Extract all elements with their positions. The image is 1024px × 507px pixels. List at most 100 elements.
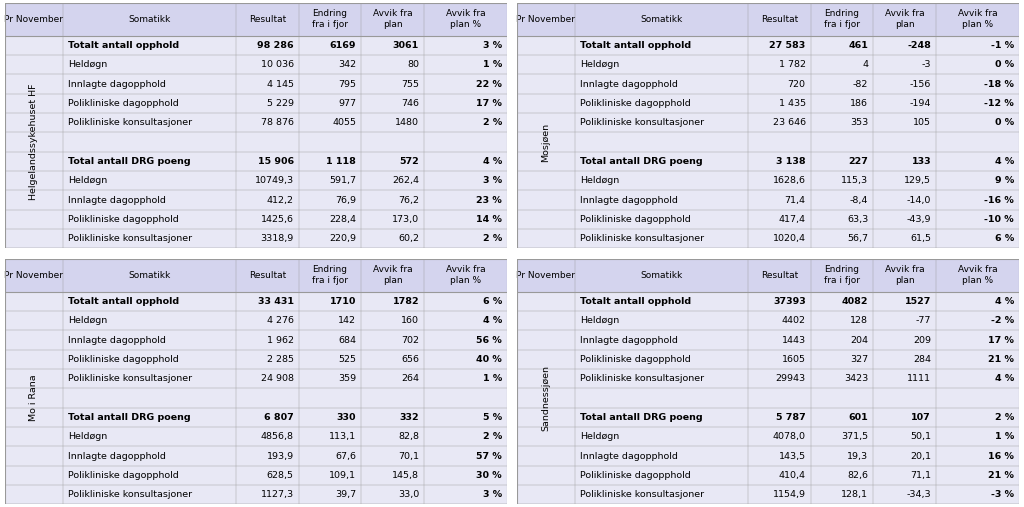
Text: 21 %: 21 % <box>988 471 1014 480</box>
Text: Total antall DRG poeng: Total antall DRG poeng <box>580 157 702 166</box>
Text: 14 %: 14 % <box>476 215 502 224</box>
Text: 23 %: 23 % <box>476 196 502 205</box>
Text: Helgelandssykehuset HF: Helgelandssykehuset HF <box>30 84 39 200</box>
Text: Pr November: Pr November <box>4 271 63 280</box>
Text: 977: 977 <box>338 99 356 108</box>
Text: 60,2: 60,2 <box>398 234 419 243</box>
Text: 4 145: 4 145 <box>266 80 294 89</box>
Bar <box>517 311 1019 331</box>
Text: 98 286: 98 286 <box>257 41 294 50</box>
Text: 795: 795 <box>338 80 356 89</box>
Text: 16 %: 16 % <box>988 452 1014 461</box>
Text: 3 %: 3 % <box>482 490 502 499</box>
Text: 40 %: 40 % <box>476 355 502 364</box>
Bar <box>5 292 507 311</box>
Text: Polikliniske dagopphold: Polikliniske dagopphold <box>580 99 690 108</box>
Text: 129,5: 129,5 <box>904 176 931 185</box>
Bar <box>5 132 507 152</box>
Text: Innlagte dagopphold: Innlagte dagopphold <box>580 196 678 205</box>
Text: 228,4: 228,4 <box>330 215 356 224</box>
Bar <box>517 466 1019 485</box>
Text: Avvik fra
plan %: Avvik fra plan % <box>957 266 997 285</box>
Text: 1 %: 1 % <box>482 60 502 69</box>
Bar <box>517 229 1019 248</box>
Text: Mosjøen: Mosjøen <box>542 123 551 162</box>
Text: Pr November: Pr November <box>516 15 575 24</box>
Text: 3 %: 3 % <box>482 176 502 185</box>
Text: 262,4: 262,4 <box>392 176 419 185</box>
Text: 359: 359 <box>338 374 356 383</box>
Text: 1710: 1710 <box>330 297 356 306</box>
Text: 71,1: 71,1 <box>910 471 931 480</box>
Text: Polikliniske konsultasjoner: Polikliniske konsultasjoner <box>580 490 703 499</box>
Text: Endring
fra i fjor: Endring fra i fjor <box>824 266 860 285</box>
Bar <box>517 55 1019 75</box>
Text: Heldøgn: Heldøgn <box>580 316 620 325</box>
Text: Innlagte dagopphold: Innlagte dagopphold <box>68 196 166 205</box>
Text: Total antall DRG poeng: Total antall DRG poeng <box>68 157 190 166</box>
Bar <box>517 447 1019 466</box>
Text: 2 %: 2 % <box>482 234 502 243</box>
Text: 1 782: 1 782 <box>778 60 806 69</box>
Text: 27 583: 27 583 <box>769 41 806 50</box>
Text: 1527: 1527 <box>904 297 931 306</box>
Text: 56,7: 56,7 <box>847 234 868 243</box>
Text: -14,0: -14,0 <box>906 196 931 205</box>
Text: 6 807: 6 807 <box>264 413 294 422</box>
Text: 76,9: 76,9 <box>335 196 356 205</box>
Text: 3 %: 3 % <box>482 41 502 50</box>
Text: -248: -248 <box>907 41 931 50</box>
Bar <box>5 113 507 132</box>
Text: 1020,4: 1020,4 <box>773 234 806 243</box>
Bar <box>5 191 507 210</box>
Bar <box>5 331 507 350</box>
Text: 67,6: 67,6 <box>335 452 356 461</box>
Text: -82: -82 <box>853 80 868 89</box>
Text: 2 %: 2 % <box>482 118 502 127</box>
Text: Avvik fra
plan: Avvik fra plan <box>885 10 925 29</box>
Text: 4 %: 4 % <box>994 297 1014 306</box>
Text: 1 435: 1 435 <box>778 99 806 108</box>
Text: 4 %: 4 % <box>482 316 502 325</box>
Text: 2 %: 2 % <box>994 413 1014 422</box>
Text: 186: 186 <box>850 99 868 108</box>
Text: Totalt antall opphold: Totalt antall opphold <box>68 297 179 306</box>
Text: 628,5: 628,5 <box>266 471 294 480</box>
Text: Innlagte dagopphold: Innlagte dagopphold <box>68 336 166 345</box>
Text: 50,1: 50,1 <box>910 432 931 441</box>
Text: 15 906: 15 906 <box>257 157 294 166</box>
Bar <box>517 132 1019 152</box>
Text: 4: 4 <box>862 60 868 69</box>
Bar <box>5 466 507 485</box>
Text: 145,8: 145,8 <box>392 471 419 480</box>
Bar <box>5 447 507 466</box>
Bar <box>5 229 507 248</box>
Text: 591,7: 591,7 <box>330 176 356 185</box>
Text: 1 962: 1 962 <box>266 336 294 345</box>
Text: 284: 284 <box>913 355 931 364</box>
Text: 70,1: 70,1 <box>398 452 419 461</box>
Text: 3423: 3423 <box>844 374 868 383</box>
Bar <box>517 350 1019 369</box>
Text: 1111: 1111 <box>907 374 931 383</box>
Text: 755: 755 <box>401 80 419 89</box>
Text: 39,7: 39,7 <box>335 490 356 499</box>
Text: 5 229: 5 229 <box>266 99 294 108</box>
Text: -3: -3 <box>922 60 931 69</box>
Text: Avvik fra
plan %: Avvik fra plan % <box>957 10 997 29</box>
Bar <box>517 388 1019 408</box>
Text: 1425,6: 1425,6 <box>261 215 294 224</box>
Text: Polikliniske konsultasjoner: Polikliniske konsultasjoner <box>580 374 703 383</box>
Bar <box>517 152 1019 171</box>
Text: Avvik fra
plan %: Avvik fra plan % <box>445 266 485 285</box>
Bar <box>517 292 1019 311</box>
Text: 33 431: 33 431 <box>258 297 294 306</box>
Text: 6 %: 6 % <box>994 234 1014 243</box>
Text: 342: 342 <box>338 60 356 69</box>
Text: Polikliniske dagopphold: Polikliniske dagopphold <box>580 215 690 224</box>
Text: Polikliniske dagopphold: Polikliniske dagopphold <box>68 471 178 480</box>
Text: 410,4: 410,4 <box>778 471 806 480</box>
Text: Polikliniske dagopphold: Polikliniske dagopphold <box>68 215 178 224</box>
Text: 684: 684 <box>338 336 356 345</box>
Bar <box>5 388 507 408</box>
